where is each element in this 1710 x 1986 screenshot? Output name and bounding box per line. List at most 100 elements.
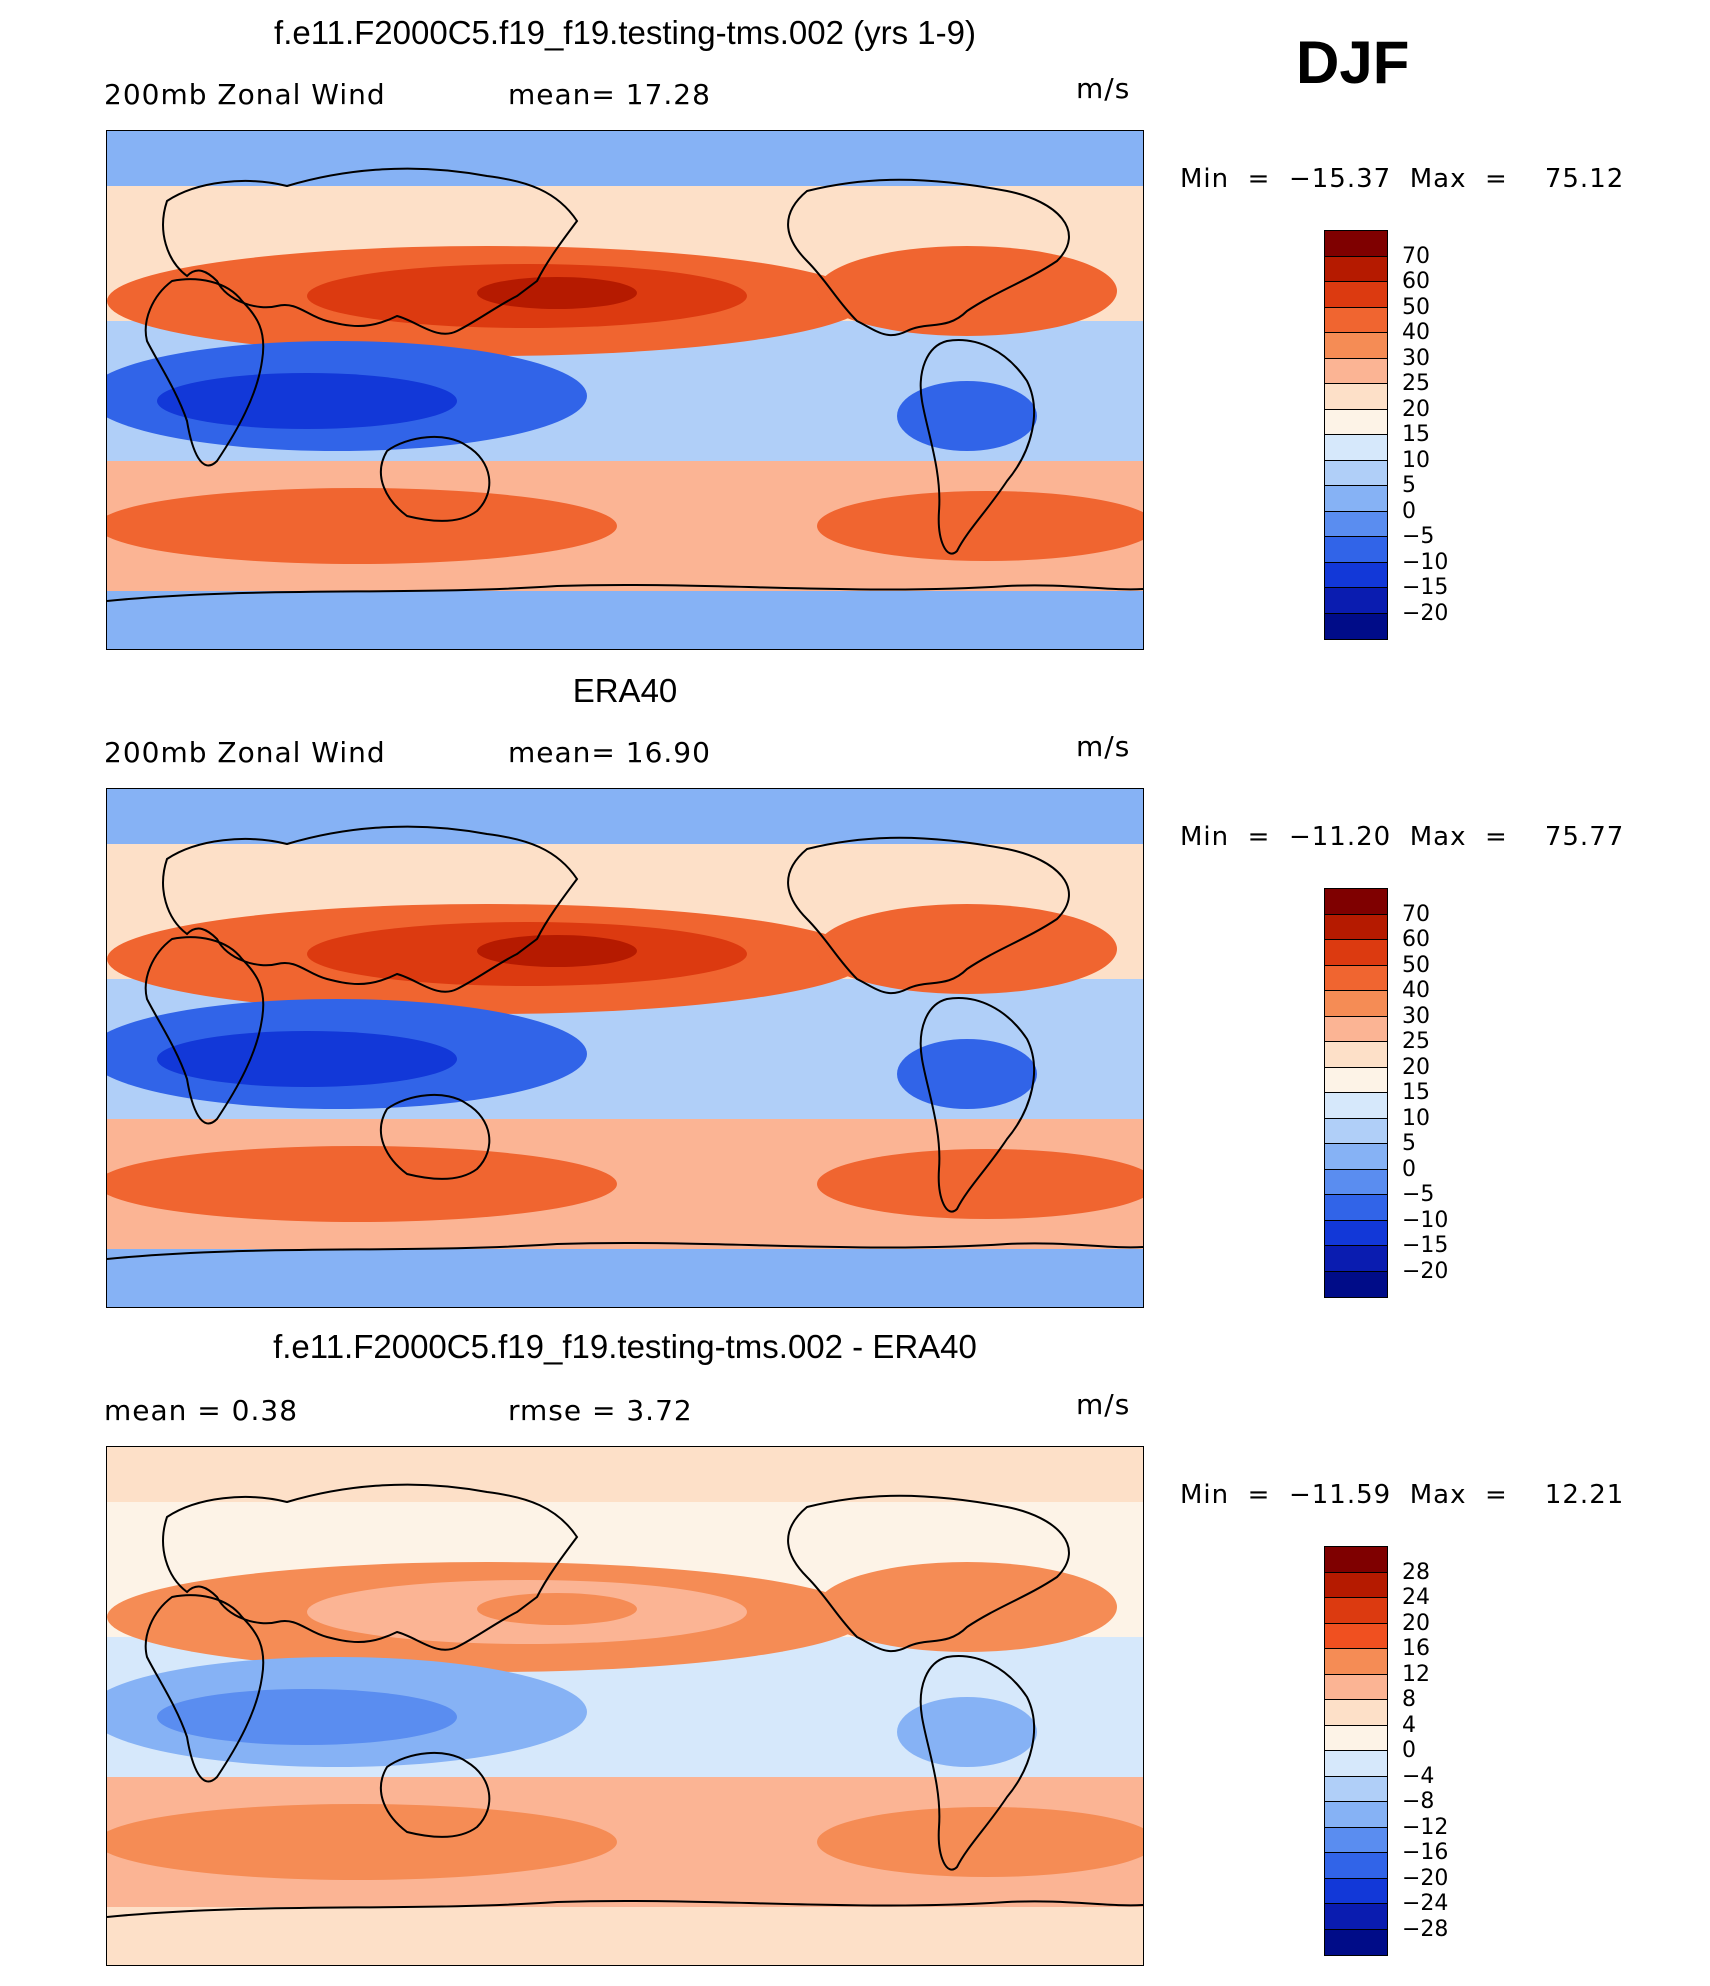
map-panel-obs [106, 788, 1144, 1308]
colorbar-swatch [1325, 1271, 1387, 1297]
coastline [107, 1241, 1143, 1260]
map-svg [107, 131, 1143, 649]
coastline [919, 997, 1035, 1213]
colorbar-level-label: 25 [1402, 1029, 1430, 1054]
colorbar-swatch [1325, 1623, 1387, 1649]
colorbar-level-label: 70 [1402, 901, 1430, 927]
colorbar-level-label: −15 [1402, 1233, 1449, 1258]
panel-title-diff: f.e11.F2000C5.f19_f19.testing-tms.002 - … [273, 1328, 977, 1365]
contour-jet-south-atl [817, 1807, 1143, 1877]
colorbar-swatch [1325, 1929, 1387, 1955]
colorbar-swatch [1325, 384, 1387, 410]
colorbar-level-label: 50 [1402, 952, 1430, 978]
colorbar-swatch [1325, 1169, 1387, 1195]
colorbar-swatch [1325, 1220, 1387, 1246]
colorbar-swatch [1325, 1802, 1387, 1828]
colorbar-level-label: −24 [1402, 1891, 1449, 1916]
colorbar-level-label: −10 [1402, 1207, 1449, 1233]
colorbar-swatch [1325, 1118, 1387, 1144]
contour-easterlies-core [157, 1689, 457, 1745]
colorbar-level-label: 20 [1402, 396, 1430, 422]
map-panel-model [106, 130, 1144, 650]
contour-easterlies-core [157, 373, 457, 429]
coastline [144, 1594, 265, 1783]
colorbar-level-label: −28 [1402, 1916, 1449, 1942]
colorbar-swatch [1325, 409, 1387, 435]
coastline [144, 278, 265, 467]
colorbar-level-label: 50 [1402, 294, 1430, 320]
colorbar-swatch [1325, 940, 1387, 966]
min-max-label: Min = −11.20 Max = 75.77 [1180, 822, 1625, 852]
colorbar-level-label: 12 [1402, 1661, 1430, 1687]
panel-left-label: 200mb Zonal Wind [104, 78, 386, 111]
colorbar-swatch [1325, 1700, 1387, 1726]
coastline [379, 1751, 491, 1838]
min-max-label: Min = −15.37 Max = 75.12 [1180, 164, 1625, 194]
coastline [162, 825, 579, 993]
colorbar-swatch [1325, 889, 1387, 915]
colorbar-level-label: 0 [1402, 498, 1416, 524]
coastline [787, 178, 1070, 337]
colorbar-swatch [1325, 537, 1387, 563]
colorbar-level-label: 20 [1402, 1054, 1430, 1080]
colorbar-swatch [1325, 511, 1387, 537]
contour-jet-atlantic [817, 1562, 1117, 1652]
colorbar-swatch [1325, 965, 1387, 991]
colorbar-swatch [1325, 1246, 1387, 1272]
coastline [787, 836, 1070, 995]
colorbar-swatch [1325, 1904, 1387, 1930]
colorbar-swatch [1325, 486, 1387, 512]
colorbar-level-label: −4 [1402, 1763, 1435, 1789]
colorbar-swatch [1325, 991, 1387, 1017]
colorbar-swatch [1325, 1674, 1387, 1700]
colorbar-swatch [1325, 358, 1387, 384]
colorbar-level-label: 5 [1402, 1131, 1416, 1156]
colorbar-level-label: 30 [1402, 345, 1430, 371]
colorbar-level-label: 30 [1402, 1003, 1430, 1029]
colorbar-level-label: −5 [1402, 1182, 1435, 1207]
colorbar-level-label: −20 [1402, 1258, 1449, 1284]
colorbar-level-label: 20 [1402, 1610, 1430, 1636]
contour-jet-south-atl [817, 1149, 1143, 1219]
colorbar-swatch [1325, 256, 1387, 282]
colorbar-swatch [1325, 231, 1387, 257]
colorbar-level-label: −10 [1402, 549, 1449, 575]
colorbar-swatch [1325, 1598, 1387, 1624]
colorbar-level-label: 40 [1402, 978, 1430, 1003]
coastline [379, 435, 491, 522]
colorbar-swatch [1325, 307, 1387, 333]
colorbar-swatch [1325, 1853, 1387, 1879]
colorbar-swatch [1325, 1649, 1387, 1675]
colorbar-level-label: 0 [1402, 1156, 1416, 1182]
map-svg [107, 789, 1143, 1307]
contour-easterlies-sa [897, 1697, 1037, 1767]
colorbar-swatch [1325, 1067, 1387, 1093]
colorbar-level-label: 70 [1402, 243, 1430, 269]
colorbar-level-label: 15 [1402, 422, 1430, 447]
colorbar-level-label: 16 [1402, 1636, 1430, 1661]
contour-jet-south-atl [817, 491, 1143, 561]
units-label: m/s [1076, 730, 1131, 763]
colorbar-swatch [1325, 613, 1387, 639]
colorbar-level-label: −20 [1402, 600, 1449, 626]
colorbar-swatch [1325, 1093, 1387, 1119]
colorbar [1324, 1546, 1388, 1956]
map-panel-diff [106, 1446, 1144, 1966]
colorbar-level-label: 15 [1402, 1080, 1430, 1105]
colorbar-swatch [1325, 1827, 1387, 1853]
colorbar-swatch [1325, 1195, 1387, 1221]
colorbar-level-label: −20 [1402, 1865, 1449, 1891]
panel-mean-label: mean = 0.38 [104, 1394, 299, 1427]
panel-title-model: f.e11.F2000C5.f19_f19.testing-tms.002 (y… [274, 14, 976, 51]
colorbar-level-label: 40 [1402, 320, 1430, 345]
min-max-label: Min = −11.59 Max = 12.21 [1180, 1480, 1625, 1510]
colorbar-level-label: 5 [1402, 473, 1416, 498]
panel-title-obs: ERA40 [572, 672, 678, 709]
colorbar-swatch [1325, 1042, 1387, 1068]
colorbar-swatch [1325, 282, 1387, 308]
colorbar-swatch [1325, 333, 1387, 359]
colorbar-level-label: −15 [1402, 575, 1449, 600]
colorbar-swatch [1325, 914, 1387, 940]
coastline [107, 583, 1143, 602]
colorbar-level-label: 25 [1402, 371, 1430, 396]
